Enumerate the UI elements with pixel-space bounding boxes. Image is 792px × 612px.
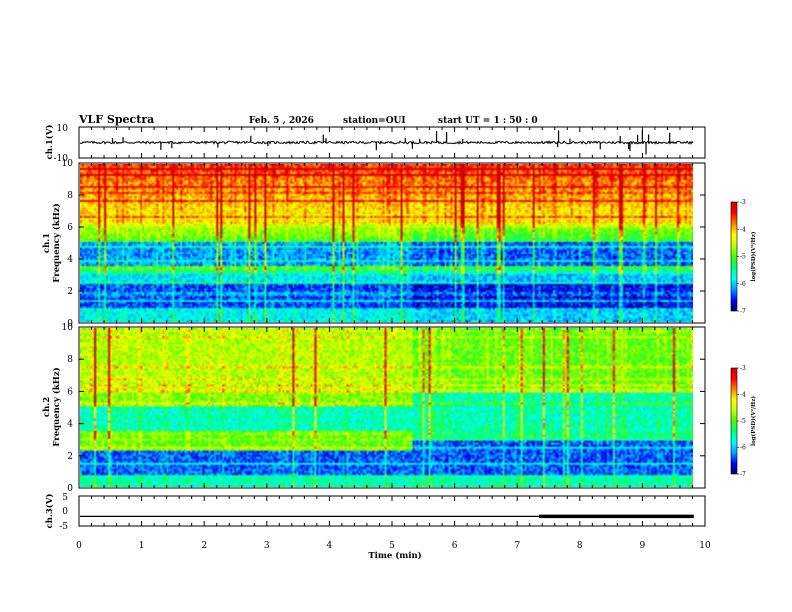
ch1-ytick-bottom: -10 xyxy=(54,154,69,164)
colorbar-gradient xyxy=(730,367,738,475)
colorbar-label: log(PSD)(V²/Hz) xyxy=(750,231,757,281)
x-tick-label: 1 xyxy=(139,541,145,551)
ch2-colorbar: -3 -4 -5 -6 -7 log(PSD)(V²/Hz) xyxy=(730,365,757,478)
x-tick-label: 4 xyxy=(327,541,333,551)
x-tick-label: 9 xyxy=(640,541,646,551)
spec-ytick-label: 4 xyxy=(67,420,73,430)
station-label: station=OUI xyxy=(343,116,406,126)
ch1-ytick-top: 10 xyxy=(57,124,69,134)
ch3-ytick-top: 5 xyxy=(62,493,68,503)
ch3-ytick-mid: 0 xyxy=(62,507,68,517)
spec-ytick-label: 0 xyxy=(67,484,73,494)
x-tick-label: 5 xyxy=(389,541,395,551)
ch1-spec-ylabel-frequency: Frequency (kHz) xyxy=(51,203,62,282)
colorbar-tick-label: -3 xyxy=(740,199,746,206)
ch1-waveform-trace xyxy=(79,140,694,145)
colorbar-tick-label: -5 xyxy=(740,418,746,425)
spec-ytick-label: 2 xyxy=(67,452,73,462)
x-axis-label: Time (min) xyxy=(368,550,421,561)
colorbar-gradient xyxy=(730,201,738,312)
colorbar-tick-label: -5 xyxy=(740,254,746,261)
colorbar-tick-label: -4 xyxy=(740,226,746,233)
date-label: Feb. 5 , 2026 xyxy=(249,116,314,126)
colorbar-tick-label: -7 xyxy=(740,308,746,315)
x-axis-tick-labels: 0 1 2 3 4 5 6 7 8 9 10 xyxy=(76,541,711,551)
ch2-spec-yticks: 0 2 4 6 8 10 xyxy=(62,323,705,494)
colorbar-tick-label: -6 xyxy=(740,445,746,452)
colorbar-tick-label: -4 xyxy=(740,392,746,399)
spec-ytick-label: 6 xyxy=(67,223,73,233)
ch1-spectrogram-image xyxy=(80,164,693,322)
spec-ytick-label: 8 xyxy=(67,191,73,201)
ch1-spectrogram-panel: ch.1 Frequency (kHz) 0 2 4 6 8 10 xyxy=(42,159,706,329)
colorbar-label: log(PSD)(V²/Hz) xyxy=(750,396,757,446)
start-time-label: start UT = 1 : 50 : 0 xyxy=(438,116,538,126)
x-tick-label: 2 xyxy=(201,541,207,551)
ch3-waveform-ylabel: ch.3(V) xyxy=(44,494,55,529)
spec-ytick-label: 8 xyxy=(67,355,73,365)
spec-ytick-label: 6 xyxy=(67,387,73,397)
ch1-spec-yticks: 0 2 4 6 8 10 xyxy=(62,159,705,329)
spec-ytick-label: 4 xyxy=(67,255,73,265)
chart-title: VLF Spectra xyxy=(78,113,154,126)
x-tick-label: 10 xyxy=(699,541,711,551)
colorbar-tick-label: -7 xyxy=(740,471,746,478)
ch1-waveform-panel: 10 -10 ch.1(V) xyxy=(44,124,706,164)
spec-ytick-label: 0 xyxy=(67,319,73,329)
x-tick-label: 3 xyxy=(264,541,270,551)
x-tick-label: 8 xyxy=(577,541,583,551)
ch3-waveform-panel: 5 0 -5 ch.3(V) xyxy=(44,493,706,532)
x-tick-label: 7 xyxy=(514,541,520,551)
x-tick-label: 0 xyxy=(76,541,82,551)
x-axis-ticks xyxy=(78,127,706,526)
ch1-waveform-spikes xyxy=(111,130,671,155)
ch1-waveform-ylabel: ch.1(V) xyxy=(44,125,55,160)
spec-ytick-label: 10 xyxy=(62,323,74,333)
ch2-spectrogram-panel: ch.2 Frequency (kHz) 0 2 4 6 8 10 xyxy=(42,323,706,494)
x-tick-label: 6 xyxy=(452,541,458,551)
spec-ytick-label: 10 xyxy=(62,159,74,169)
ch2-spec-ylabel-channel: ch.2 xyxy=(42,397,52,417)
ch1-colorbar: -3 -4 -5 -6 -7 log(PSD)(V²/Hz) xyxy=(730,199,757,315)
colorbar-tick-label: -3 xyxy=(740,365,746,372)
ch3-ytick-bottom: -5 xyxy=(59,522,68,532)
ch2-spec-ylabel-frequency: Frequency (kHz) xyxy=(51,367,62,446)
spec-ytick-label: 2 xyxy=(67,287,73,297)
ch2-spectrogram-image xyxy=(80,328,693,487)
ch1-spec-ylabel-channel: ch.1 xyxy=(42,233,52,253)
colorbar-tick-label: -6 xyxy=(740,281,746,288)
